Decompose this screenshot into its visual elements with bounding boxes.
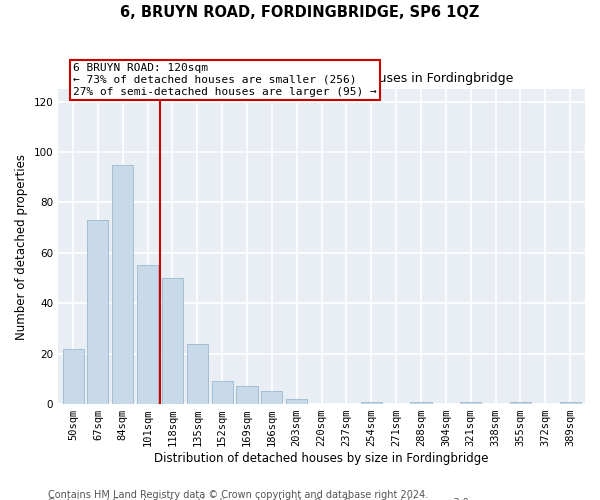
Bar (236, 386, 257, 404)
Title: Size of property relative to detached houses in Fordingbridge: Size of property relative to detached ho… (130, 72, 514, 85)
Y-axis label: Number of detached properties: Number of detached properties (15, 154, 28, 340)
Text: Contains public sector information licensed under the Open Government Licence v3: Contains public sector information licen… (48, 498, 472, 500)
Text: 6, BRUYN ROAD, FORDINGBRIDGE, SP6 1QZ: 6, BRUYN ROAD, FORDINGBRIDGE, SP6 1QZ (121, 5, 479, 20)
Bar (162, 278, 183, 404)
Text: 6 BRUYN ROAD: 120sqm
← 73% of detached houses are smaller (256)
27% of semi-deta: 6 BRUYN ROAD: 120sqm ← 73% of detached h… (73, 64, 377, 96)
Bar (262, 392, 283, 404)
Text: Contains HM Land Registry data © Crown copyright and database right 2024.: Contains HM Land Registry data © Crown c… (48, 490, 428, 500)
Bar (88, 220, 109, 404)
Bar (410, 402, 431, 404)
Bar (286, 399, 307, 404)
Bar (510, 402, 531, 404)
Bar (560, 402, 581, 404)
Bar (212, 382, 233, 404)
Bar (187, 344, 208, 404)
Bar (460, 402, 481, 404)
Bar (361, 402, 382, 404)
Bar (137, 266, 158, 404)
X-axis label: Distribution of detached houses by size in Fordingbridge: Distribution of detached houses by size … (154, 452, 489, 465)
Bar (62, 348, 83, 404)
Bar (112, 164, 133, 404)
